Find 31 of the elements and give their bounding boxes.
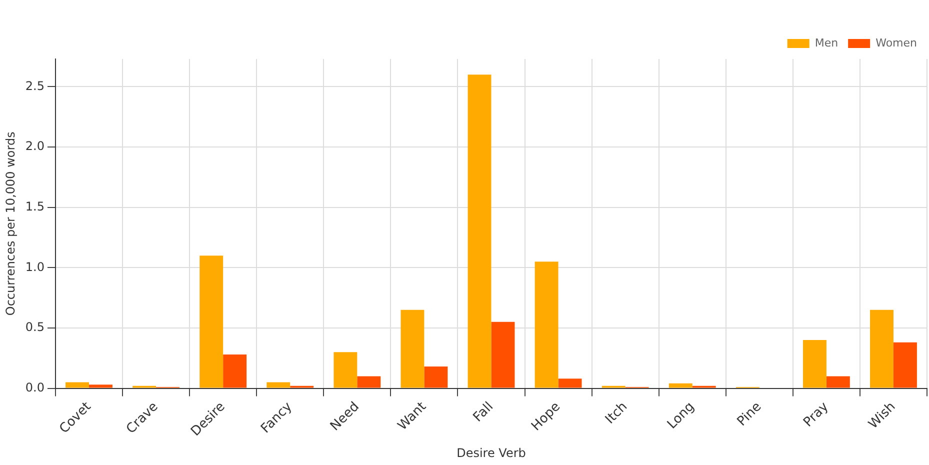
y-axis-title: Occurrences per 10,000 words xyxy=(3,132,18,316)
x-tick-label: Pine xyxy=(734,399,765,430)
bar xyxy=(66,382,90,388)
legend-label: Men xyxy=(814,36,838,50)
bar xyxy=(802,340,826,388)
bar xyxy=(400,310,424,388)
y-tick-label: 0.5 xyxy=(25,320,44,334)
bar xyxy=(223,354,247,388)
bar xyxy=(357,376,381,388)
bar xyxy=(558,378,582,388)
bar xyxy=(491,322,515,388)
bar xyxy=(534,262,558,388)
bar xyxy=(89,384,112,388)
x-axis-title: Desire Verb xyxy=(456,446,526,460)
bar xyxy=(893,342,917,388)
y-tick-label: 1.0 xyxy=(25,260,44,274)
bar xyxy=(424,366,448,388)
bar xyxy=(334,352,358,388)
bar xyxy=(468,74,492,388)
y-tick-label: 0.0 xyxy=(25,380,44,394)
x-tick-label: Fall xyxy=(470,399,496,426)
bar xyxy=(870,310,894,388)
y-tick-label: 2.0 xyxy=(25,139,44,154)
bar xyxy=(826,376,850,388)
bar xyxy=(668,383,692,388)
bar xyxy=(266,382,290,388)
bar xyxy=(200,256,224,388)
legend-label: Women xyxy=(876,36,918,50)
x-tick-label: Itch xyxy=(602,399,631,428)
y-tick-label: 1.5 xyxy=(25,199,44,214)
y-tick-label: 2.5 xyxy=(25,78,44,93)
